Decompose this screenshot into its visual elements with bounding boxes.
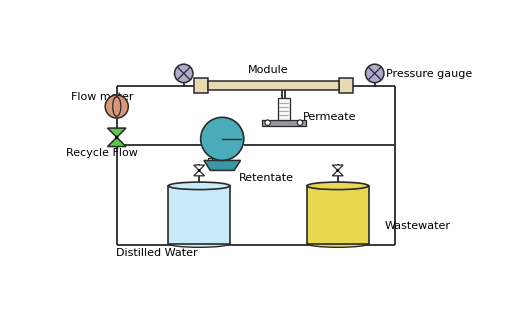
Circle shape [198,169,200,172]
Text: Distilled Water: Distilled Water [116,248,197,258]
Bar [339,78,353,93]
Ellipse shape [307,240,369,247]
Polygon shape [332,171,343,176]
Circle shape [297,120,302,125]
Ellipse shape [307,182,369,190]
Bar [194,78,208,93]
Text: Wastewater: Wastewater [385,221,450,231]
Polygon shape [332,165,343,171]
Bar [208,81,339,89]
Text: Flow meter: Flow meter [71,91,133,101]
Text: Recycle Flow: Recycle Flow [66,148,138,158]
Circle shape [336,169,339,172]
Polygon shape [194,165,205,171]
Polygon shape [204,161,240,171]
Text: Pressure gauge: Pressure gauge [386,69,473,79]
Bar [307,186,369,244]
Text: Permeate: Permeate [303,111,357,121]
Circle shape [105,95,128,118]
Circle shape [175,64,193,83]
Circle shape [265,120,270,125]
Text: Retentate: Retentate [239,173,293,183]
Bar [262,120,306,126]
Circle shape [366,64,384,83]
Ellipse shape [168,240,230,247]
Circle shape [115,136,119,139]
Polygon shape [194,171,205,176]
Bar [278,98,290,120]
Polygon shape [108,128,126,137]
Bar [168,186,230,244]
Circle shape [200,117,244,161]
Text: Pump: Pump [207,158,238,168]
Ellipse shape [168,182,230,190]
Text: Module: Module [248,65,289,75]
Polygon shape [108,137,126,147]
